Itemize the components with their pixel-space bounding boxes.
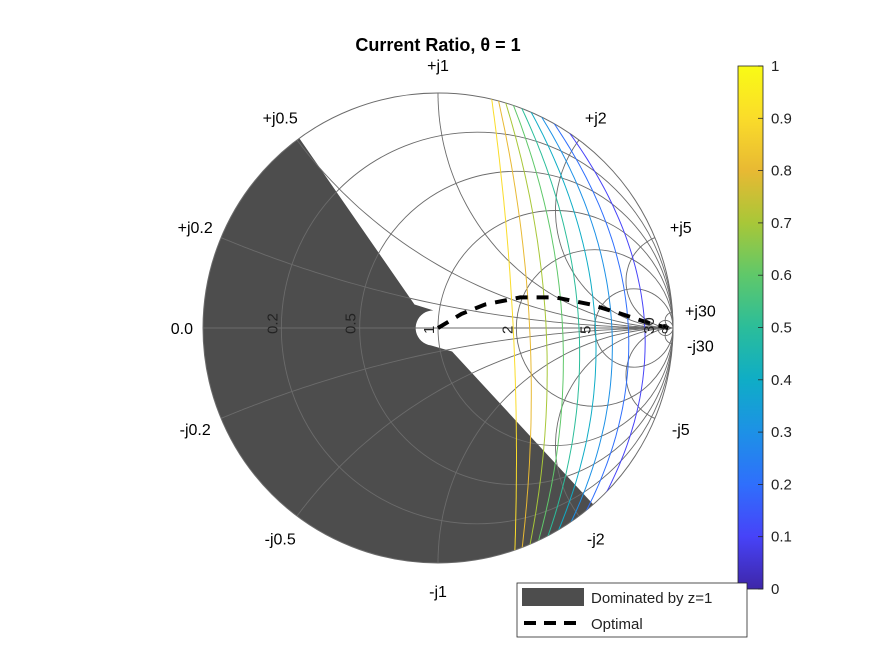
dominated-region xyxy=(203,138,594,563)
legend-label-dominated: Dominated by z=1 xyxy=(591,590,712,607)
reactance-label: +j0.5 xyxy=(263,111,298,128)
reactance-labels: +j0.2 +j0.5 +j1 +j2 +j5 +j30 -j0.2 -j0.5 -j1 -j2 -… xyxy=(178,58,716,601)
chart-title: Current Ratio, θ = 1 xyxy=(355,35,520,55)
reactance-label: -j2 xyxy=(587,531,605,548)
reactance-label: -j1 xyxy=(429,584,447,601)
colorbar-ticks: 0 0.1 0.2 0.3 0.4 0.5 0.6 0.7 0.8 0.9 1 xyxy=(758,58,792,598)
colorbar-tick-label: 0.6 xyxy=(771,267,792,284)
resistance-label: 0.0 xyxy=(171,321,193,338)
colorbar-tick-label: 0.9 xyxy=(771,110,792,127)
reactance-label: +j5 xyxy=(670,220,692,237)
resistance-label: 0.2 xyxy=(264,313,281,334)
resistance-label: ∞ xyxy=(656,323,673,334)
contour-line xyxy=(490,93,517,563)
resistance-label: 30 xyxy=(641,317,658,334)
colorbar-tick-label: 0 xyxy=(771,581,779,598)
contour-line xyxy=(525,93,613,563)
contour-line xyxy=(496,93,532,563)
legend-swatch-dominated xyxy=(522,588,584,606)
reactance-label: +j30 xyxy=(685,304,716,321)
contour-lines xyxy=(490,93,646,563)
colorbar-tick-label: 0.5 xyxy=(771,320,792,337)
colorbar-tick-label: 0.4 xyxy=(771,372,792,389)
reactance-label: -j0.5 xyxy=(265,531,296,548)
reactance-label: +j1 xyxy=(427,58,449,75)
dominated-region-fill xyxy=(203,138,594,563)
reactance-arc xyxy=(664,327,673,345)
optimal-line xyxy=(436,295,669,330)
colorbar-tick-label: 0.3 xyxy=(771,424,792,441)
resistance-label: 0.5 xyxy=(343,313,360,334)
contour-line xyxy=(513,93,581,563)
colorbar-tick-label: 0.8 xyxy=(771,163,792,180)
reactance-label: -j30 xyxy=(687,339,714,356)
colorbar-tick-label: 1 xyxy=(771,58,779,75)
resistance-label: 2 xyxy=(499,326,516,334)
resistance-labels: 0.0 0.2 0.5 1 2 5 30∞ xyxy=(171,313,673,338)
colorbar-tick-label: 0.1 xyxy=(771,529,792,546)
legend-label-optimal: Optimal xyxy=(591,616,643,633)
reactance-label: -j5 xyxy=(672,422,690,439)
contour-line xyxy=(537,93,646,563)
reactance-label: +j2 xyxy=(585,111,607,128)
optimal-curve xyxy=(436,295,669,330)
resistance-label: 5 xyxy=(578,326,595,334)
contour-line xyxy=(508,93,564,563)
smith-chart: 0.0 0.2 0.5 1 2 5 30∞ +j0.2 +j0.5 +j1 +j2 +j5 +j30 -… xyxy=(171,58,716,601)
colorbar: 0 0.1 0.2 0.3 0.4 0.5 0.6 0.7 0.8 0.9 1 xyxy=(737,58,792,598)
reactance-arc xyxy=(555,139,673,329)
contour-line xyxy=(519,93,597,563)
reactance-label: +j0.2 xyxy=(178,220,213,237)
reactance-label: -j0.2 xyxy=(180,422,211,439)
legend: Dominated by z=1 Optimal xyxy=(516,582,748,638)
contour-line xyxy=(502,93,548,563)
resistance-label: 1 xyxy=(421,326,438,334)
contour-line xyxy=(531,93,630,563)
colorbar-tick-label: 0.2 xyxy=(771,476,792,493)
colorbar-tick-label: 0.7 xyxy=(771,215,792,232)
